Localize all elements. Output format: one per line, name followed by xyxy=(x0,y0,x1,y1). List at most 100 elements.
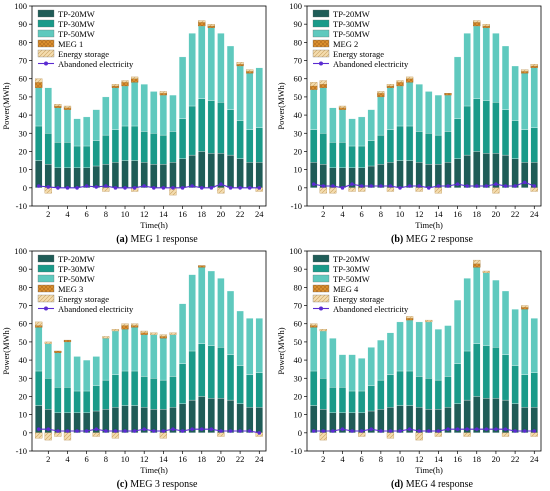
bar-tp-20mw-h3 xyxy=(54,167,62,188)
y-tick-label: 100 xyxy=(14,1,27,11)
bar-tp-30mw-h13 xyxy=(425,378,433,410)
bar-tp-30mw-h16 xyxy=(178,363,187,404)
bar-tp-50mw-h16 xyxy=(453,299,462,364)
y-tick-label: 90 xyxy=(19,264,28,274)
legend-label: TP-30MW xyxy=(333,264,370,274)
bar-meg-h10 xyxy=(121,325,129,330)
bar-tp-50mw-h11 xyxy=(406,82,414,127)
legend-swatch xyxy=(312,294,330,303)
bar-tp-30mw-h22 xyxy=(236,120,244,159)
bar-tp-30mw-h5 xyxy=(73,390,81,413)
bar-meg-h14 xyxy=(159,93,167,96)
bar-storage-charging-h20 xyxy=(492,187,500,194)
bar-tp-20mw-h17 xyxy=(463,154,471,188)
bar-storage-h3 xyxy=(54,104,62,107)
bar-tp-50mw-h16 xyxy=(178,303,187,364)
legend-label: TP-50MW xyxy=(333,29,370,39)
bar-tp-30mw-h18 xyxy=(473,343,481,397)
abandoned-electricity-point-h16 xyxy=(455,182,460,186)
abandoned-electricity-point-h18 xyxy=(474,184,479,188)
bar-tp-50mw-h24 xyxy=(255,67,263,128)
bar-tp-30mw-h12 xyxy=(415,131,423,163)
bar-tp-30mw-h1 xyxy=(310,129,318,163)
bar-tp-30mw-h15 xyxy=(169,131,177,163)
bar-storage-charging-h14 xyxy=(434,432,442,437)
bar-tp-30mw-h10 xyxy=(121,125,129,161)
abandoned-electricity-point-h8 xyxy=(104,429,108,433)
x-tick-label: 2 xyxy=(46,209,50,219)
bar-tp-30mw-h8 xyxy=(102,379,110,410)
bar-tp-30mw-h21 xyxy=(226,354,235,401)
bar-tp-30mw-h18 xyxy=(198,343,206,397)
bar-tp-30mw-h8 xyxy=(377,379,385,410)
legend-label: MEG 3 xyxy=(58,284,83,294)
bar-tp-20mw-h9 xyxy=(386,407,395,433)
bar-tp-20mw-h13 xyxy=(150,164,158,188)
bar-tp-20mw-h15 xyxy=(444,162,452,188)
abandoned-electricity-point-h13 xyxy=(151,429,156,433)
bar-tp-50mw-h1 xyxy=(310,89,318,130)
bar-storage-h2 xyxy=(44,341,52,344)
bar-storage-h14 xyxy=(159,334,167,337)
bar-storage-charging-h4 xyxy=(63,432,72,441)
abandoned-electricity-point-h14 xyxy=(161,429,166,433)
abandoned-electricity-point-h21 xyxy=(503,427,508,431)
bar-tp-50mw-h23 xyxy=(246,73,254,130)
legend-label: TP-20MW xyxy=(58,254,95,264)
legend-label: TP-50MW xyxy=(58,274,95,284)
bar-tp-50mw-h14 xyxy=(434,94,442,136)
bar-tp-30mw-h24 xyxy=(255,372,263,408)
x-tick-label: 18 xyxy=(197,454,206,464)
bar-tp-30mw-h7 xyxy=(92,385,100,412)
bar-tp-50mw-h24 xyxy=(255,318,263,373)
bar-tp-50mw-h16 xyxy=(178,56,187,119)
legend-label: MEG 4 xyxy=(333,284,359,294)
x-tick-label: 22 xyxy=(236,454,245,464)
abandoned-electricity-point-h10 xyxy=(398,429,402,433)
x-tick-label: 10 xyxy=(121,209,130,219)
x-tick-label: 12 xyxy=(415,454,424,464)
bar-tp-30mw-h6 xyxy=(358,145,366,168)
abandoned-electricity-point-h8 xyxy=(379,429,383,433)
abandoned-electricity-point-h12 xyxy=(417,184,422,188)
bar-storage-h1 xyxy=(310,82,318,87)
bar-storage-h18 xyxy=(473,259,481,264)
abandoned-electricity-point-h19 xyxy=(484,427,489,431)
bar-tp-20mw-h10 xyxy=(396,160,404,188)
y-tick-label: -10 xyxy=(16,201,27,211)
bar-tp-30mw-h10 xyxy=(396,370,404,406)
legend-label: Abandoned electricity xyxy=(333,304,409,314)
abandoned-electricity-point-h3 xyxy=(56,186,60,190)
bar-tp-20mw-h21 xyxy=(226,154,235,188)
y-tick-label: 100 xyxy=(14,246,27,256)
x-tick-label: 2 xyxy=(321,209,325,219)
bar-tp-50mw-h12 xyxy=(140,334,148,377)
bar-meg-h18 xyxy=(473,22,481,27)
abandoned-electricity-point-h16 xyxy=(455,427,460,431)
bar-tp-50mw-h6 xyxy=(358,116,366,147)
bar-tp-50mw-h6 xyxy=(83,116,91,147)
abandoned-electricity-point-h22 xyxy=(238,429,242,433)
y-tick-label: 10 xyxy=(294,410,303,420)
bar-tp-30mw-h2 xyxy=(319,133,327,165)
bar-tp-50mw-h11 xyxy=(131,327,139,372)
legend-marker xyxy=(319,306,323,311)
abandoned-electricity-point-h15 xyxy=(446,184,450,188)
bar-tp-50mw-h20 xyxy=(492,33,500,103)
abandoned-electricity-point-h4 xyxy=(65,186,70,190)
legend-label: TP-30MW xyxy=(333,19,370,29)
bar-storage-h18 xyxy=(198,20,206,23)
bar-tp-20mw-h22 xyxy=(511,158,519,188)
panel-caption-text: MEG 2 response xyxy=(406,234,474,245)
bar-tp-30mw-h9 xyxy=(386,374,395,408)
x-tick-label: 18 xyxy=(472,209,481,219)
bar-tp-30mw-h15 xyxy=(444,131,452,163)
bar-tp-30mw-h6 xyxy=(83,145,91,168)
abandoned-electricity-point-h19 xyxy=(209,186,214,190)
panel-letter: (d) xyxy=(391,479,406,490)
plot-frame xyxy=(31,5,267,207)
bar-tp-20mw-h22 xyxy=(511,403,519,433)
bar-meg-h12 xyxy=(140,332,148,335)
y-tick-label: 50 xyxy=(19,337,28,347)
abandoned-electricity-point-h15 xyxy=(446,427,450,431)
